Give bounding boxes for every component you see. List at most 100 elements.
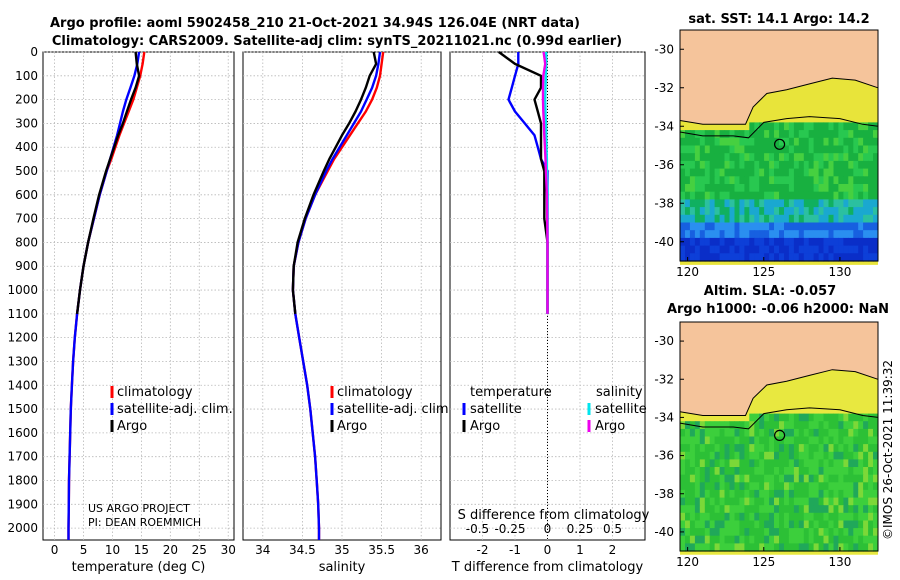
map-cell	[714, 505, 721, 514]
map-cell	[759, 207, 765, 216]
map-cell	[729, 130, 735, 139]
map-cell	[843, 497, 849, 506]
map-cell	[803, 253, 810, 262]
map-cell	[704, 245, 711, 254]
map-cell	[719, 153, 726, 162]
map-cell	[784, 413, 790, 422]
map-cell	[828, 245, 834, 254]
map-cell	[788, 474, 795, 483]
map-cell	[699, 237, 706, 247]
legend-s-argo-label: Argo	[595, 419, 625, 434]
lat-tick-label: -34	[654, 410, 674, 424]
map-cell	[694, 145, 701, 154]
map-cell	[838, 191, 844, 200]
map-cell	[848, 413, 854, 422]
map-cell	[774, 207, 780, 216]
map-cell	[868, 191, 874, 200]
map-cell	[818, 191, 825, 200]
map-cell	[784, 137, 790, 147]
map-cell	[754, 160, 760, 170]
map-cell	[729, 467, 735, 476]
map-cell	[853, 184, 859, 193]
map-cell	[694, 520, 701, 529]
x-tick-label: 35.5	[368, 543, 395, 557]
map-cell	[689, 137, 696, 147]
map-cell	[838, 489, 844, 499]
map-cell	[714, 451, 721, 460]
map-cell	[853, 467, 859, 476]
map-cell	[704, 505, 711, 514]
map-cell	[759, 245, 765, 254]
map-cell	[685, 168, 691, 177]
map-cell	[853, 191, 859, 200]
map-cell	[769, 428, 775, 438]
lat-tick-label: -40	[654, 235, 674, 249]
map-cell	[774, 222, 780, 231]
map-cell	[729, 145, 735, 154]
map-cell	[848, 153, 854, 162]
map-cell	[808, 459, 815, 468]
map-cell	[818, 451, 825, 460]
map-cell	[813, 413, 820, 422]
map-cell	[704, 207, 711, 216]
map-cell	[833, 207, 839, 216]
map-cell	[808, 428, 815, 438]
map-cell	[704, 474, 711, 483]
map-cell	[699, 176, 706, 185]
map-cell	[709, 467, 716, 476]
map-cell	[833, 459, 839, 468]
map-cell	[788, 191, 795, 200]
map-cell	[803, 191, 810, 200]
map-cell	[734, 489, 740, 499]
map-cell	[774, 428, 780, 438]
map-cell	[848, 145, 854, 154]
map-cell	[759, 451, 765, 460]
map-cell	[704, 497, 711, 506]
map-cell	[823, 237, 829, 247]
x-tick-label: -1	[509, 543, 521, 557]
map-cell	[774, 497, 780, 506]
map-cell	[769, 153, 775, 162]
map-cell	[873, 160, 879, 170]
map-cell	[724, 482, 730, 491]
map-cell	[779, 184, 785, 193]
map-cell	[863, 214, 869, 224]
map-cell	[798, 512, 805, 521]
map-cell	[868, 137, 874, 147]
map-cell	[729, 451, 735, 460]
map-cell	[739, 207, 745, 216]
map-cell	[808, 137, 815, 147]
map-cell	[694, 130, 701, 139]
map-cell	[833, 520, 839, 529]
map-cell	[764, 428, 770, 438]
map-cell	[689, 505, 696, 514]
map-cell	[843, 528, 849, 537]
map-cell	[873, 207, 879, 216]
map-cell	[873, 184, 879, 193]
map-cell	[754, 230, 760, 239]
map-cell	[724, 207, 730, 216]
map-cell	[759, 489, 765, 499]
map-cell	[764, 413, 770, 422]
map-cell	[739, 467, 745, 476]
map-cell	[848, 191, 854, 200]
map-cell	[689, 444, 696, 453]
map-cell	[764, 137, 770, 147]
map-cell	[863, 237, 869, 247]
map-cell	[808, 245, 815, 254]
map-cell	[818, 520, 825, 529]
map-cell	[828, 153, 834, 162]
map-cell	[803, 184, 810, 193]
map-cell	[838, 482, 844, 491]
map-cell	[853, 168, 859, 177]
sla-map-title: Altim. SLA: -0.057	[704, 284, 836, 299]
map-cell	[734, 451, 740, 460]
map-cell	[813, 137, 820, 147]
map-cell	[744, 160, 750, 170]
map-cell	[689, 489, 696, 499]
map-cell	[764, 467, 770, 476]
map-cell	[729, 222, 735, 231]
map-cell	[749, 160, 755, 170]
map-cell	[680, 191, 686, 200]
map-cell	[818, 512, 825, 521]
